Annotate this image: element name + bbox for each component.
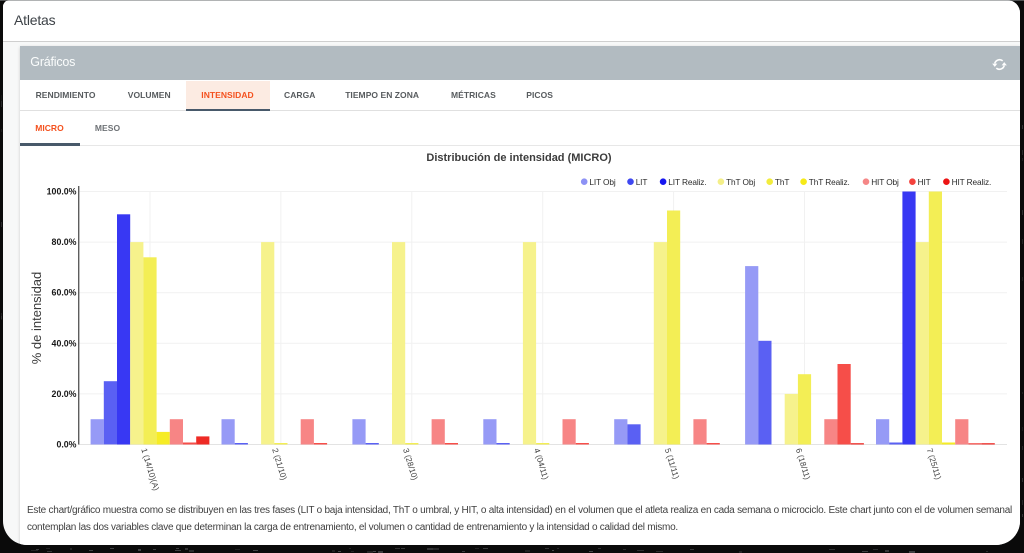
svg-text:4 (04/11): 4 (04/11) xyxy=(532,447,550,481)
svg-text:LIT: LIT xyxy=(636,177,648,187)
svg-text:100.0%: 100.0% xyxy=(47,186,77,196)
svg-text:80.0%: 80.0% xyxy=(52,237,77,247)
svg-text:LIT Obj: LIT Obj xyxy=(589,177,615,187)
svg-text:ThT Realiz.: ThT Realiz. xyxy=(809,177,850,187)
svg-text:2 (21/10): 2 (21/10) xyxy=(270,447,288,481)
svg-text:% de intensidad: % de intensidad xyxy=(29,272,44,365)
svg-text:Distribución de intensidad (MI: Distribución de intensidad (MICRO) xyxy=(426,152,612,164)
svg-text:ThT: ThT xyxy=(775,177,789,187)
svg-text:HIT Realiz.: HIT Realiz. xyxy=(952,177,992,187)
svg-text:HIT Obj: HIT Obj xyxy=(871,177,899,187)
svg-text:5 (11/11): 5 (11/11) xyxy=(663,447,681,480)
svg-text:40.0%: 40.0% xyxy=(52,338,77,348)
svg-text:HIT: HIT xyxy=(918,177,931,187)
svg-text:6 (18/11): 6 (18/11) xyxy=(794,447,812,481)
svg-text:0.0%: 0.0% xyxy=(56,439,76,449)
svg-text:20.0%: 20.0% xyxy=(52,389,77,399)
svg-text:3 (28/10): 3 (28/10) xyxy=(401,447,419,481)
svg-text:60.0%: 60.0% xyxy=(52,288,77,298)
svg-text:7 (25/11): 7 (25/11) xyxy=(925,447,943,481)
svg-text:ThT Obj: ThT Obj xyxy=(726,177,755,187)
svg-text:LIT Realiz.: LIT Realiz. xyxy=(668,177,706,187)
svg-text:1 (14/10)(A): 1 (14/10)(A) xyxy=(139,447,160,492)
